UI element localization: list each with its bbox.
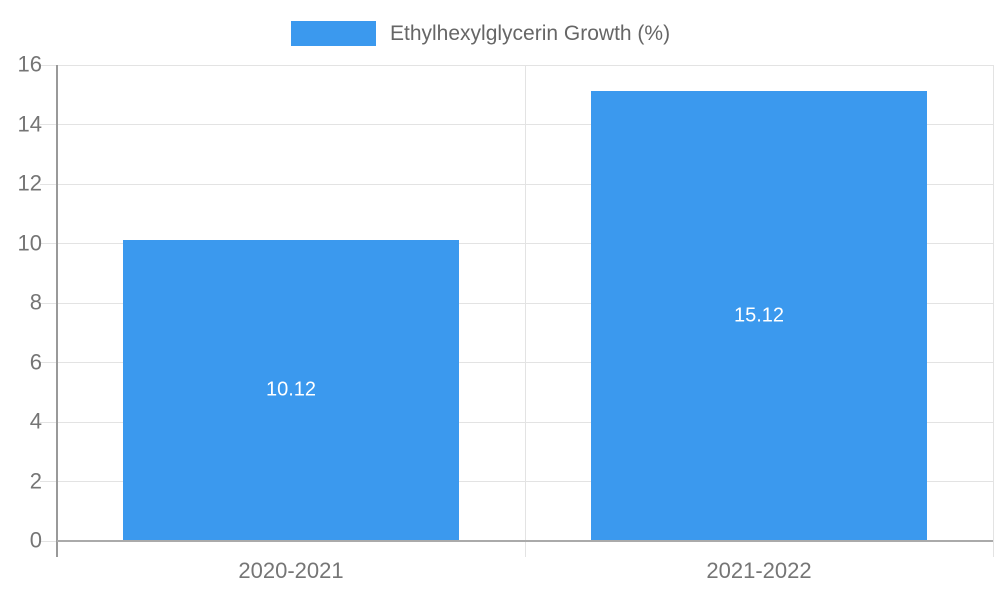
bar[interactable] xyxy=(591,91,927,541)
y-axis-tick xyxy=(40,64,57,66)
legend-swatch xyxy=(291,21,376,46)
y-tick-label: 14 xyxy=(17,110,42,136)
category-separator xyxy=(992,65,994,557)
y-axis-tick xyxy=(40,243,57,244)
y-axis-tick xyxy=(40,481,57,482)
bar-value-label: 10.12 xyxy=(265,378,317,401)
y-axis-tick xyxy=(40,362,57,363)
legend[interactable]: Ethylhexylglycerin Growth (%) xyxy=(291,21,670,46)
y-tick-label: 12 xyxy=(17,170,42,196)
x-axis-line xyxy=(57,540,993,542)
x-axis-label: 2020-2021 xyxy=(238,558,344,583)
bar-value-label: 15.12 xyxy=(733,304,785,327)
y-tick-label: 16 xyxy=(17,51,42,77)
y-axis-tick xyxy=(40,540,57,542)
bar[interactable] xyxy=(123,240,459,541)
y-tick-label: 8 xyxy=(29,289,42,315)
plot-area: 0 2 4 6 8 10 12 14 16 10.12 2020-2021 15.12 2021-202… xyxy=(18,51,994,583)
y-tick-label: 4 xyxy=(29,408,42,434)
y-axis-tick xyxy=(40,124,57,125)
y-axis-tick xyxy=(40,183,57,185)
y-tick-label: 2 xyxy=(29,467,42,493)
category-separator xyxy=(524,65,526,557)
y-tick-label: 6 xyxy=(29,348,42,374)
y-axis-tick xyxy=(40,302,57,304)
legend-label: Ethylhexylglycerin Growth (%) xyxy=(390,21,671,45)
y-tick-label: 10 xyxy=(17,229,42,255)
x-axis-label: 2021-2022 xyxy=(706,558,812,583)
y-axis-tick xyxy=(40,421,57,423)
y-tick-label: 0 xyxy=(29,527,42,553)
y-axis-line xyxy=(56,65,58,557)
